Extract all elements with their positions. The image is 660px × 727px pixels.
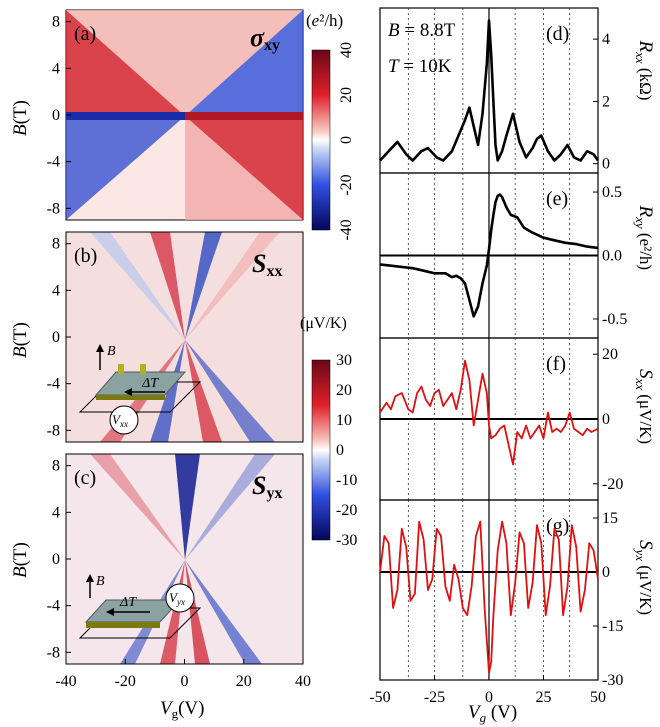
ytick-label: -4 [47,154,60,171]
ytick-label: 0 [602,156,610,173]
colorbar-bc-unit: (μV/K) [300,315,347,332]
annot-temperature: T = 10K [388,56,452,77]
inset-b-field-label: B [107,344,116,359]
ylabel-f: Sxx (μV/K) [633,369,656,444]
ylabel-e: Rxy (e²/h) [633,205,656,271]
ytick-label: 0 [602,564,610,581]
ytick-label: 0 [52,551,60,568]
ytick-label: -20 [602,476,623,493]
ytick-label: 0 [52,329,60,346]
inset-c-field-label: B [96,574,105,589]
inset-b-voltage-label: Vxx [112,412,128,429]
ytick-label: -8 [47,200,60,217]
series-line-e [379,193,599,318]
ytick-label: 4 [52,504,60,521]
xtick-label: -20 [115,673,136,690]
colorbar-bc-tick: -20 [336,502,357,519]
device-inset-c: B ΔT Vyx [78,574,202,639]
xtick-label: -25 [424,689,445,706]
annot-field: B = 8.8T [388,20,456,41]
xtick-label: 0 [181,673,189,690]
colorbar-bc: (μV/K) [300,315,347,541]
ytick-label: -4 [47,376,60,393]
panel-label-g: (g) [546,515,569,537]
colorbar-a-tick: 0 [338,136,355,144]
xtick-label: 25 [536,689,552,706]
ytick-label: -30 [602,672,623,689]
colorbar-bc-tick: -30 [336,532,357,549]
left-xlabel: Vg(V) [160,698,205,721]
inset-c-dt-label: ΔT [119,595,137,610]
ytick-label: 20 [602,346,618,363]
xtick-label: 20 [236,673,252,690]
ytick-label: -15 [602,618,623,635]
ytick-label: 8 [52,14,60,31]
ytick-label: 8 [52,236,60,253]
colorbar-a: (e²/h) [306,11,343,231]
panel-label-a: (a) [74,23,96,45]
colorbar-bc-tick: 30 [336,352,352,369]
colorbar-bc-tick: 10 [336,412,352,429]
colorbar-a-tick: 20 [338,87,355,103]
series-line-d [379,19,600,162]
colorbar-bc-tick: 20 [336,382,352,399]
panel-label-d: (d) [546,23,569,45]
colorbar-a-unit: (e²/h) [306,11,343,30]
ytick-label: -8 [47,422,60,439]
ytick-label: 2 [602,93,610,110]
ytick-label: 4 [602,31,610,48]
inset-b-dt-label: ΔT [141,376,159,391]
right-series [379,19,600,674]
colorbar-bc-tick: -10 [336,472,357,489]
ytick-label: 4 [52,282,60,299]
inset-c-voltage-label: Vyx [169,590,185,607]
ylabel-c: B(T) [10,542,31,578]
xtick-label: 0 [485,689,493,706]
colorbar-a-tick: -40 [338,219,355,240]
ytick-label: -8 [47,644,60,661]
ytick-label: 0 [52,107,60,124]
panel-label-e: (e) [546,188,568,210]
ytick-label: 0.0 [602,248,622,265]
panel-title-a: σxy [250,23,280,54]
ylabel-a: B(T) [10,100,31,136]
panel-title-b: Sxx [252,249,282,280]
ytick-label: 0.5 [602,184,622,201]
xtick-label: 40 [295,673,311,690]
right-axes: 420(d)Rxx (kΩ)0.50.0-0.5(e)Rxy (e²/h)200… [369,7,656,706]
ylabel-d: Rxx (kΩ) [633,40,656,101]
panel-label-c: (c) [74,467,96,489]
series-line-g [379,520,599,674]
right-xlabel: Vg (V) [468,702,517,725]
device-inset-b: B ΔT Vxx [78,344,202,435]
ytick-label: -0.5 [602,311,627,328]
panel-title-c: Syx [252,471,282,502]
colorbar-a-tick: 40 [338,42,355,58]
ylabel-b: B(T) [10,322,31,358]
heatmap-panel-a [65,9,304,221]
heatmap-panel-b [65,231,304,443]
xtick-label: -50 [369,689,390,706]
panel-label-f: (f) [546,353,566,375]
ytick-label: 4 [52,60,60,77]
colorbar-bc-tick: 0 [336,442,344,459]
xtick-label: -40 [55,673,76,690]
series-line-f [379,359,599,466]
ylabel-g: Syx (μV/K) [633,540,656,615]
colorbar-a-tick: -20 [338,174,355,195]
ytick-label: 15 [602,510,618,527]
ytick-label: -4 [47,598,60,615]
ytick-label: 0 [602,411,610,428]
panel-label-b: (b) [74,245,97,267]
ytick-label: 8 [52,458,60,475]
xtick-label: 50 [590,689,606,706]
